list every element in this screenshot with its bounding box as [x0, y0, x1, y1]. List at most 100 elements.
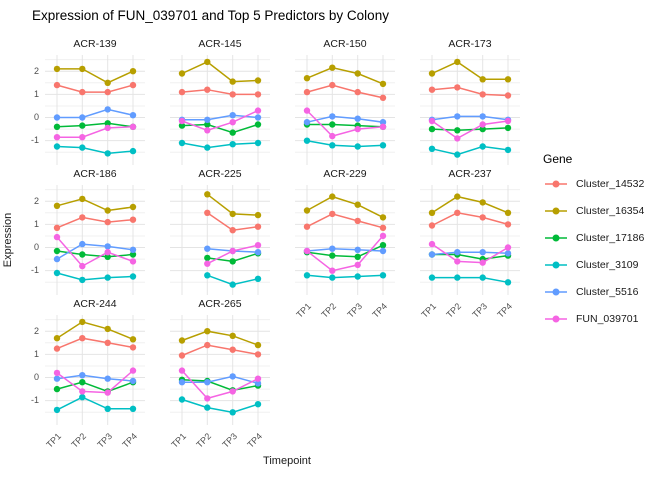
legend-entry-label: Cluster_17186 [576, 232, 645, 244]
y-tick-label: 0 [33, 112, 39, 123]
data-point-FUN_039701 [504, 117, 512, 125]
data-point-Cluster_16354 [229, 78, 236, 85]
data-point-Cluster_14532 [454, 84, 461, 91]
data-point-Cluster_3109 [204, 272, 211, 279]
data-point-Cluster_14532 [504, 92, 512, 99]
y-tick-label: -1 [30, 135, 39, 146]
data-point-Cluster_14532 [178, 352, 186, 359]
data-point-Cluster_5516 [254, 249, 262, 256]
data-point-FUN_039701 [254, 107, 262, 114]
data-point-Cluster_5516 [303, 119, 311, 126]
data-point-Cluster_3109 [104, 274, 111, 281]
data-point-Cluster_17186 [229, 129, 236, 136]
data-point-Cluster_14532 [229, 346, 236, 353]
data-point-Cluster_16354 [428, 209, 436, 216]
data-point-Cluster_3109 [254, 401, 262, 408]
data-point-Cluster_5516 [479, 249, 486, 256]
x-tick-label: TP2 [319, 301, 339, 320]
data-point-FUN_039701 [53, 233, 61, 241]
data-point-Cluster_14532 [329, 81, 336, 89]
x-axis-title: Timepoint [263, 455, 311, 467]
data-point-Cluster_14532 [79, 335, 86, 342]
legend-title: Gene [543, 152, 573, 166]
legend-key-icon [545, 261, 567, 269]
facet-label-ACR-173: ACR-173 [448, 38, 492, 50]
facet-panel-ACR-244 [45, 315, 145, 425]
data-point-Cluster_16354 [129, 336, 137, 343]
data-point-FUN_039701 [204, 260, 211, 267]
data-point-Cluster_16354 [53, 335, 61, 342]
series-line-FUN_039701 [56, 236, 134, 268]
data-point-FUN_039701 [129, 123, 137, 130]
data-point-Cluster_3109 [254, 139, 262, 147]
data-point-Cluster_5516 [79, 372, 86, 379]
data-point-Cluster_3109 [104, 405, 111, 412]
series-line-Cluster_16354 [56, 68, 134, 84]
y-tick-label: -1 [30, 265, 39, 276]
data-point-FUN_039701 [379, 232, 387, 240]
data-point-Cluster_14532 [104, 339, 111, 346]
series-line-Cluster_17186 [431, 253, 509, 260]
legend-entry-label: Cluster_5516 [576, 286, 639, 298]
data-point-Cluster_3109 [204, 404, 211, 411]
x-tick-label: TP1 [44, 431, 64, 450]
data-point-Cluster_5516 [354, 115, 361, 122]
data-point-Cluster_14532 [504, 221, 512, 228]
data-point-Cluster_5516 [204, 116, 211, 123]
series-line-Cluster_14532 [306, 84, 384, 99]
data-point-Cluster_3109 [354, 143, 361, 150]
data-point-Cluster_16354 [79, 318, 86, 326]
legend-key-icon [545, 207, 567, 215]
series-line-Cluster_16354 [306, 195, 384, 219]
legend-entries: Cluster_14532 Cluster_16354 Cluster_17186 C… [543, 177, 644, 326]
data-point-Cluster_14532 [254, 91, 262, 98]
data-point-Cluster_16354 [129, 68, 137, 75]
data-point-Cluster_16354 [229, 210, 236, 218]
data-point-FUN_039701 [178, 367, 186, 374]
data-point-Cluster_5516 [204, 379, 211, 386]
data-point-Cluster_3109 [329, 142, 336, 149]
data-point-Cluster_3109 [178, 139, 186, 147]
facet-panel-ACR-237 [420, 185, 520, 295]
y-tick-label: 2 [33, 325, 39, 336]
facet-label-ACR-145: ACR-145 [198, 38, 242, 50]
data-point-Cluster_14532 [229, 227, 236, 234]
legend-entry-Cluster_5516: Cluster_5516 [543, 285, 644, 299]
data-point-Cluster_5516 [379, 247, 387, 255]
series-line-Cluster_16354 [181, 61, 259, 83]
y-tick-label: 1 [33, 88, 39, 99]
series-line-Cluster_14532 [306, 213, 384, 229]
x-tick-label: TP1 [294, 301, 314, 320]
data-point-Cluster_3109 [504, 279, 512, 286]
series-line-Cluster_3109 [56, 145, 134, 155]
data-point-Cluster_16354 [254, 77, 262, 84]
data-point-FUN_039701 [428, 240, 436, 248]
facet-label-ACR-225: ACR-225 [198, 168, 242, 180]
data-point-Cluster_17186 [104, 120, 111, 127]
data-point-Cluster_16354 [454, 58, 461, 66]
data-point-Cluster_5516 [479, 113, 486, 120]
data-point-FUN_039701 [454, 135, 461, 142]
data-point-Cluster_14532 [254, 223, 262, 230]
data-point-Cluster_16354 [428, 70, 436, 77]
facet-panel-ACR-265 [170, 315, 270, 425]
data-point-Cluster_3109 [53, 406, 61, 414]
data-point-Cluster_5516 [129, 112, 137, 119]
data-point-Cluster_3109 [129, 147, 137, 155]
series-line-Cluster_3109 [431, 145, 509, 156]
data-point-Cluster_5516 [53, 375, 61, 382]
data-point-Cluster_3109 [428, 274, 436, 281]
data-point-Cluster_3109 [303, 272, 311, 279]
data-point-Cluster_14532 [104, 218, 111, 226]
data-point-Cluster_3109 [79, 144, 86, 151]
data-point-Cluster_14532 [79, 214, 86, 221]
data-point-Cluster_16354 [104, 207, 111, 214]
data-point-Cluster_3109 [479, 274, 486, 281]
data-point-Cluster_5516 [53, 255, 61, 263]
x-tick-label: TP4 [495, 301, 515, 320]
data-point-Cluster_3109 [303, 137, 311, 144]
data-point-Cluster_3109 [454, 151, 461, 158]
series-line-Cluster_3109 [306, 139, 384, 148]
x-tick-label: TP3 [220, 431, 239, 450]
data-point-Cluster_3109 [379, 142, 387, 149]
